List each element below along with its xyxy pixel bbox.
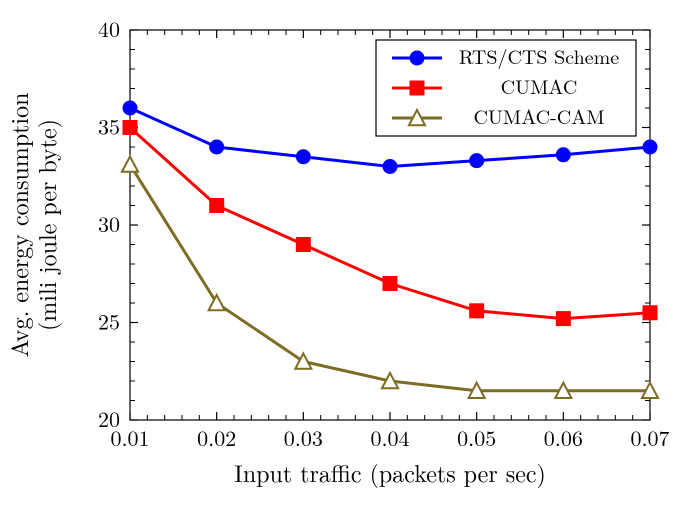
- legend-label: RTS/CTS Scheme: [459, 41, 619, 70]
- x-tick-label: 0.05: [457, 422, 496, 453]
- y-axis-label: Avg. energy consumption(mili joule per b…: [1, 93, 63, 358]
- x-tick-label: 0.06: [544, 422, 583, 453]
- y-tick-label: 20: [98, 403, 120, 434]
- y-tick-label: 25: [98, 306, 120, 337]
- legend-label: CUMAC: [501, 71, 578, 100]
- y-tick-label: 40: [98, 13, 120, 44]
- x-axis-label: Input traffic (packets per sec): [234, 455, 546, 489]
- y-tick-label: 35: [98, 111, 120, 142]
- x-tick-label: 0.02: [197, 422, 236, 453]
- energy-vs-traffic-chart: 0.010.020.030.040.050.060.072025303540In…: [0, 0, 685, 512]
- x-tick-label: 0.07: [630, 422, 669, 453]
- x-tick-label: 0.04: [370, 422, 409, 453]
- legend-label: CUMAC-CAM: [473, 101, 604, 130]
- x-tick-label: 0.03: [284, 422, 323, 453]
- legend: RTS/CTS SchemeCUMACCUMAC-CAM: [376, 40, 636, 136]
- y-tick-label: 30: [98, 208, 120, 239]
